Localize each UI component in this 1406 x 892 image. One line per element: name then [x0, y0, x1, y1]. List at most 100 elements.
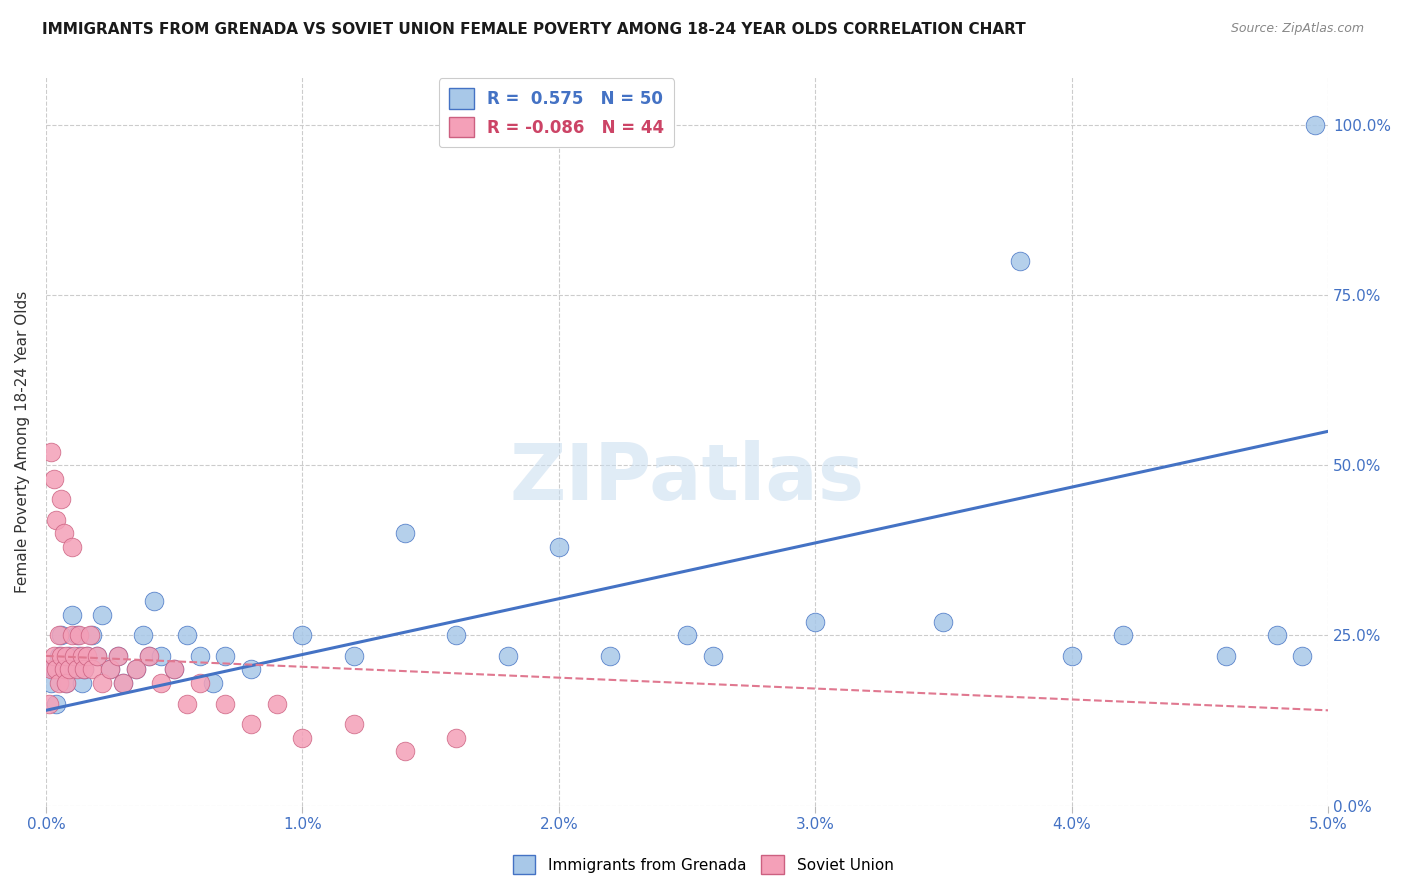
Point — [142, 594, 165, 608]
Point — [48, 648, 70, 663]
Point — [394, 744, 416, 758]
Point — [82, 663, 104, 677]
Point — [48, 676, 70, 690]
Point — [39, 676, 62, 690]
Text: Source: ZipAtlas.com: Source: ZipAtlas.com — [1230, 22, 1364, 36]
Point — [42, 472, 65, 486]
Point — [702, 648, 724, 663]
Point — [91, 608, 114, 623]
Point — [51, 628, 73, 642]
Point — [73, 663, 96, 677]
Point — [98, 663, 121, 677]
Point — [76, 648, 98, 663]
Point — [63, 663, 86, 677]
Point — [42, 663, 65, 677]
Point — [52, 663, 75, 677]
Point — [599, 648, 621, 663]
Point — [58, 663, 80, 677]
Point — [214, 697, 236, 711]
Point — [66, 663, 89, 677]
Point — [138, 648, 160, 663]
Point — [52, 663, 75, 677]
Point — [394, 526, 416, 541]
Point — [932, 615, 955, 629]
Point — [201, 676, 224, 690]
Point — [60, 628, 83, 642]
Point — [86, 648, 108, 663]
Point — [240, 663, 263, 677]
Point — [446, 628, 468, 642]
Point — [42, 648, 65, 663]
Point — [86, 648, 108, 663]
Point — [138, 648, 160, 663]
Point — [73, 663, 96, 677]
Point — [125, 663, 148, 677]
Point — [58, 648, 80, 663]
Point — [1305, 118, 1327, 132]
Text: IMMIGRANTS FROM GRENADA VS SOVIET UNION FEMALE POVERTY AMONG 18-24 YEAR OLDS COR: IMMIGRANTS FROM GRENADA VS SOVIET UNION … — [42, 22, 1026, 37]
Point — [188, 648, 211, 663]
Point — [51, 648, 73, 663]
Point — [343, 648, 366, 663]
Point — [188, 676, 211, 690]
Point — [55, 648, 77, 663]
Point — [45, 513, 67, 527]
Point — [343, 717, 366, 731]
Point — [51, 492, 73, 507]
Point — [125, 663, 148, 677]
Point — [63, 648, 86, 663]
Point — [1265, 628, 1288, 642]
Point — [45, 697, 67, 711]
Point — [1112, 628, 1135, 642]
Point — [111, 676, 134, 690]
Point — [76, 648, 98, 663]
Point — [176, 628, 198, 642]
Point — [60, 608, 83, 623]
Point — [291, 628, 314, 642]
Point — [150, 648, 173, 663]
Text: ZIPatlas: ZIPatlas — [509, 440, 865, 516]
Point — [55, 676, 77, 690]
Point — [82, 628, 104, 642]
Point — [1215, 648, 1237, 663]
Point — [48, 628, 70, 642]
Point — [163, 663, 186, 677]
Legend: Immigrants from Grenada, Soviet Union: Immigrants from Grenada, Soviet Union — [506, 849, 900, 880]
Y-axis label: Female Poverty Among 18-24 Year Olds: Female Poverty Among 18-24 Year Olds — [15, 291, 30, 592]
Point — [67, 648, 90, 663]
Point — [1060, 648, 1083, 663]
Point — [39, 663, 62, 677]
Point — [55, 676, 77, 690]
Point — [91, 676, 114, 690]
Point — [547, 540, 569, 554]
Point — [266, 697, 288, 711]
Point — [676, 628, 699, 642]
Point — [38, 697, 60, 711]
Point — [79, 628, 101, 642]
Point — [240, 717, 263, 731]
Point — [67, 628, 90, 642]
Point — [496, 648, 519, 663]
Point — [45, 663, 67, 677]
Point — [804, 615, 827, 629]
Point — [107, 648, 129, 663]
Point — [39, 444, 62, 458]
Point — [1010, 254, 1032, 268]
Point — [111, 676, 134, 690]
Point — [132, 628, 155, 642]
Point — [70, 648, 93, 663]
Point — [163, 663, 186, 677]
Point — [446, 731, 468, 745]
Point — [98, 663, 121, 677]
Point — [66, 628, 89, 642]
Legend: R =  0.575   N = 50, R = -0.086   N = 44: R = 0.575 N = 50, R = -0.086 N = 44 — [439, 78, 675, 147]
Point — [52, 526, 75, 541]
Point — [214, 648, 236, 663]
Point — [1291, 648, 1313, 663]
Point — [150, 676, 173, 690]
Point — [176, 697, 198, 711]
Point — [70, 676, 93, 690]
Point — [60, 540, 83, 554]
Point — [107, 648, 129, 663]
Point — [291, 731, 314, 745]
